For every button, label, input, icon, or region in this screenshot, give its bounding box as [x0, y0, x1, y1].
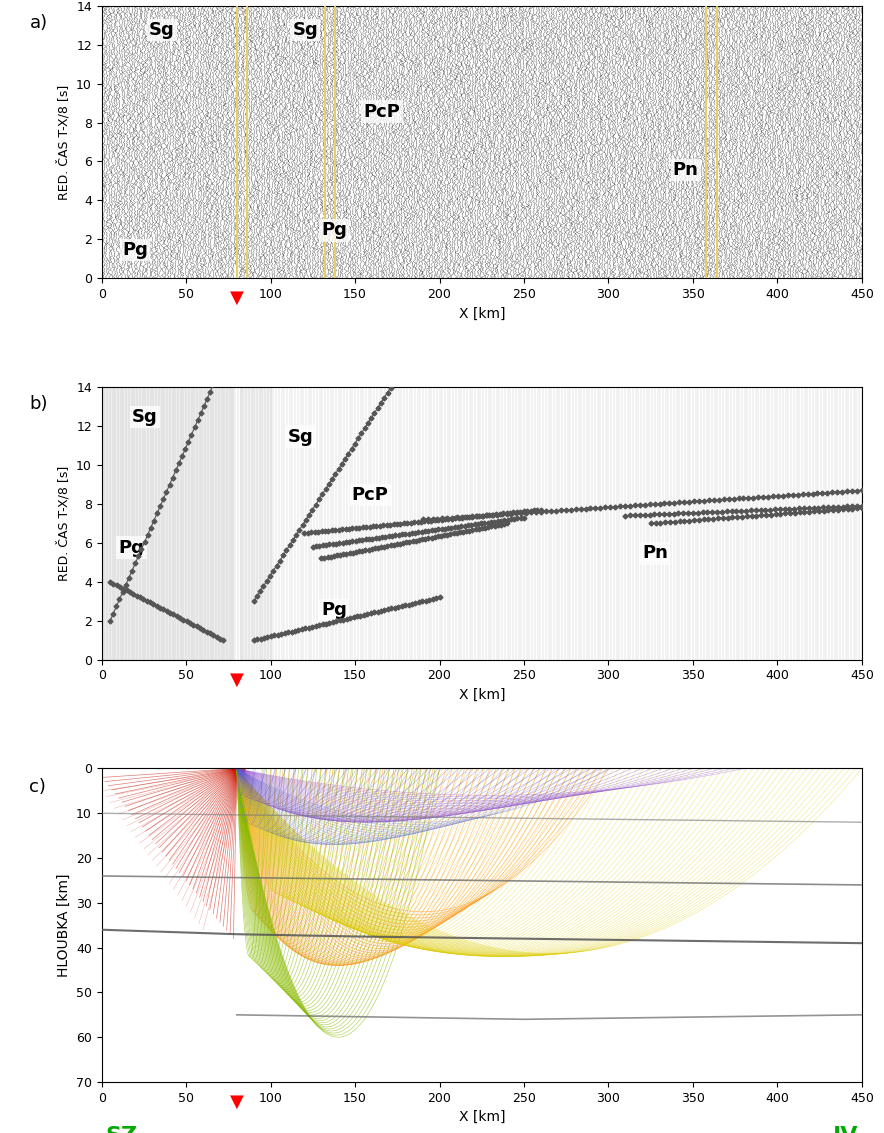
Text: c): c): [29, 778, 46, 795]
Text: ▼: ▼: [230, 289, 244, 307]
Text: Pg: Pg: [321, 221, 347, 239]
Y-axis label: HLOUBKA [km]: HLOUBKA [km]: [57, 874, 71, 977]
Bar: [240, 387, 271, 659]
Text: Pg: Pg: [321, 600, 347, 619]
Text: Pg: Pg: [122, 241, 148, 259]
Text: ▼: ▼: [230, 1093, 244, 1111]
Text: a): a): [29, 14, 48, 32]
X-axis label: X [km]: X [km]: [459, 1110, 505, 1124]
Text: Sg: Sg: [149, 20, 175, 39]
Text: Pn: Pn: [643, 545, 668, 562]
Text: PcP: PcP: [352, 486, 389, 504]
Text: Pn: Pn: [673, 161, 698, 179]
Text: SZ: SZ: [105, 1126, 138, 1133]
Y-axis label: RED. ČAS T-X/8 [s]: RED. ČAS T-X/8 [s]: [57, 466, 71, 581]
X-axis label: X [km]: X [km]: [459, 688, 505, 702]
Bar: [102, 387, 233, 659]
Text: b): b): [29, 395, 48, 414]
Y-axis label: RED. ČAS T-X/8 [s]: RED. ČAS T-X/8 [s]: [57, 84, 71, 199]
Text: Sg: Sg: [287, 427, 313, 445]
Text: Pg: Pg: [118, 538, 144, 556]
Text: JV: JV: [833, 1126, 858, 1133]
Text: Sg: Sg: [132, 408, 158, 426]
Text: PcP: PcP: [363, 103, 400, 121]
X-axis label: X [km]: X [km]: [459, 307, 505, 321]
Text: Sg: Sg: [293, 20, 318, 39]
Text: ▼: ▼: [230, 671, 244, 689]
